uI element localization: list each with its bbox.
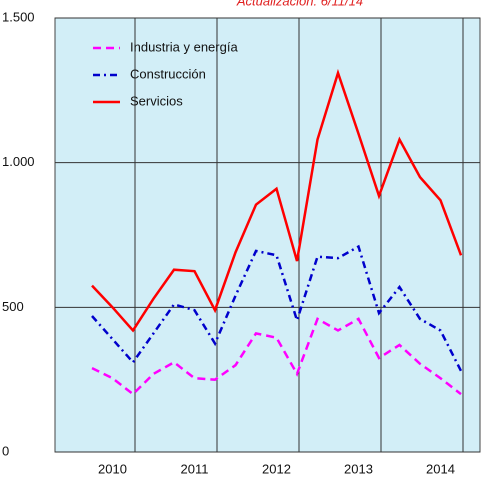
legend-label: Construcción bbox=[130, 66, 206, 81]
plot-area bbox=[54, 17, 481, 453]
legend-label: Servicios bbox=[130, 93, 183, 108]
series-line bbox=[91, 317, 462, 396]
y-tick-label: 0 bbox=[2, 443, 9, 458]
legend-label: Industria y energía bbox=[130, 39, 238, 54]
y-tick-label: 1.500 bbox=[2, 9, 35, 24]
chart-title: Actualización: 6/11/14 bbox=[236, 0, 363, 8]
y-tick-label: 500 bbox=[2, 299, 24, 314]
x-tick-label: 2010 bbox=[98, 461, 127, 476]
x-tick-label: 2011 bbox=[181, 461, 209, 476]
series-line bbox=[91, 68, 463, 333]
x-tick-label: 2014 bbox=[426, 461, 455, 476]
y-tick-label: 1.000 bbox=[2, 154, 35, 169]
x-tick-label: 2013 bbox=[344, 461, 373, 476]
x-tick-label: 2012 bbox=[262, 461, 291, 476]
series-line bbox=[91, 244, 463, 372]
